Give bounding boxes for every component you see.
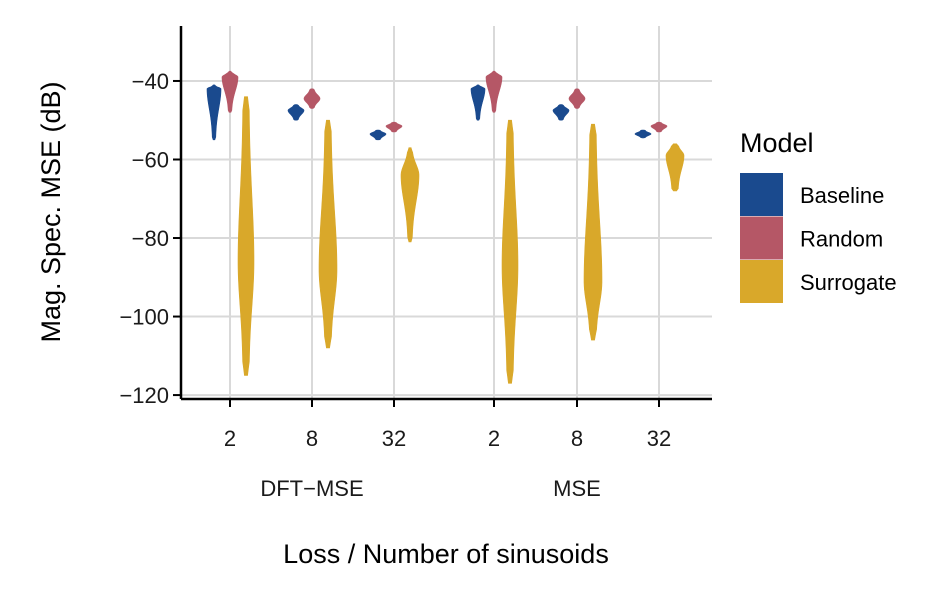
legend-label-random: Random (800, 227, 883, 252)
violin-random-mse-32 (650, 121, 668, 133)
legend-key-surrogate (740, 260, 783, 303)
gridlines (181, 26, 712, 399)
x-axis-title: Loss / Number of sinusoids (283, 539, 609, 569)
violin-surrogate-dft-mse-8 (318, 119, 338, 349)
violin-surrogate-mse-8 (583, 123, 603, 341)
y-tick-label: −80 (132, 226, 169, 251)
violin-surrogate-mse-2 (501, 119, 519, 384)
violin-random-dft-mse-2 (221, 70, 239, 113)
x-ticks: 2 8 32 2 8 32 (224, 399, 671, 451)
y-tick-label: −100 (119, 305, 169, 330)
x-tick-label: 32 (382, 426, 406, 451)
violins (206, 70, 685, 384)
y-tick-label: −40 (132, 69, 169, 94)
y-tick-label: −120 (119, 383, 169, 408)
violin-baseline-dft-mse-32 (369, 129, 387, 141)
legend-label-surrogate: Surrogate (800, 270, 897, 295)
legend-title: Model (740, 128, 814, 158)
violin-baseline-dft-mse-2 (206, 84, 222, 141)
x-tick-label: 2 (224, 426, 236, 451)
axes (179, 26, 712, 401)
violin-baseline-mse-8 (552, 104, 570, 121)
violin-baseline-mse-2 (470, 84, 486, 121)
legend-label-baseline: Baseline (800, 183, 884, 208)
group-labels: DFT−MSE MSE (260, 476, 600, 501)
violin-surrogate-dft-mse-2 (237, 96, 255, 376)
y-ticks: −40 −60 −80 −100 −120 (119, 69, 181, 408)
violin-baseline-mse-32 (634, 129, 652, 139)
violin-random-dft-mse-8 (303, 88, 321, 109)
y-axis-title: Mag. Spec. MSE (dB) (36, 81, 66, 342)
violin-random-mse-2 (485, 70, 503, 113)
group-label: DFT−MSE (260, 476, 363, 501)
violin-surrogate-mse-32 (665, 143, 685, 192)
violin-surrogate-dft-mse-32 (400, 147, 420, 243)
y-tick-label: −60 (132, 147, 169, 172)
violin-random-mse-8 (568, 88, 586, 109)
legend-key-random (740, 216, 783, 260)
violin-baseline-dft-mse-8 (287, 104, 305, 121)
x-tick-label: 32 (647, 426, 671, 451)
legend-key-baseline (740, 173, 783, 216)
violin-random-dft-mse-32 (385, 121, 403, 133)
group-label: MSE (553, 476, 601, 501)
x-tick-label: 8 (306, 426, 318, 451)
x-tick-label: 8 (571, 426, 583, 451)
x-tick-label: 2 (488, 426, 500, 451)
legend: Model Baseline Random Surrogate (740, 128, 897, 303)
